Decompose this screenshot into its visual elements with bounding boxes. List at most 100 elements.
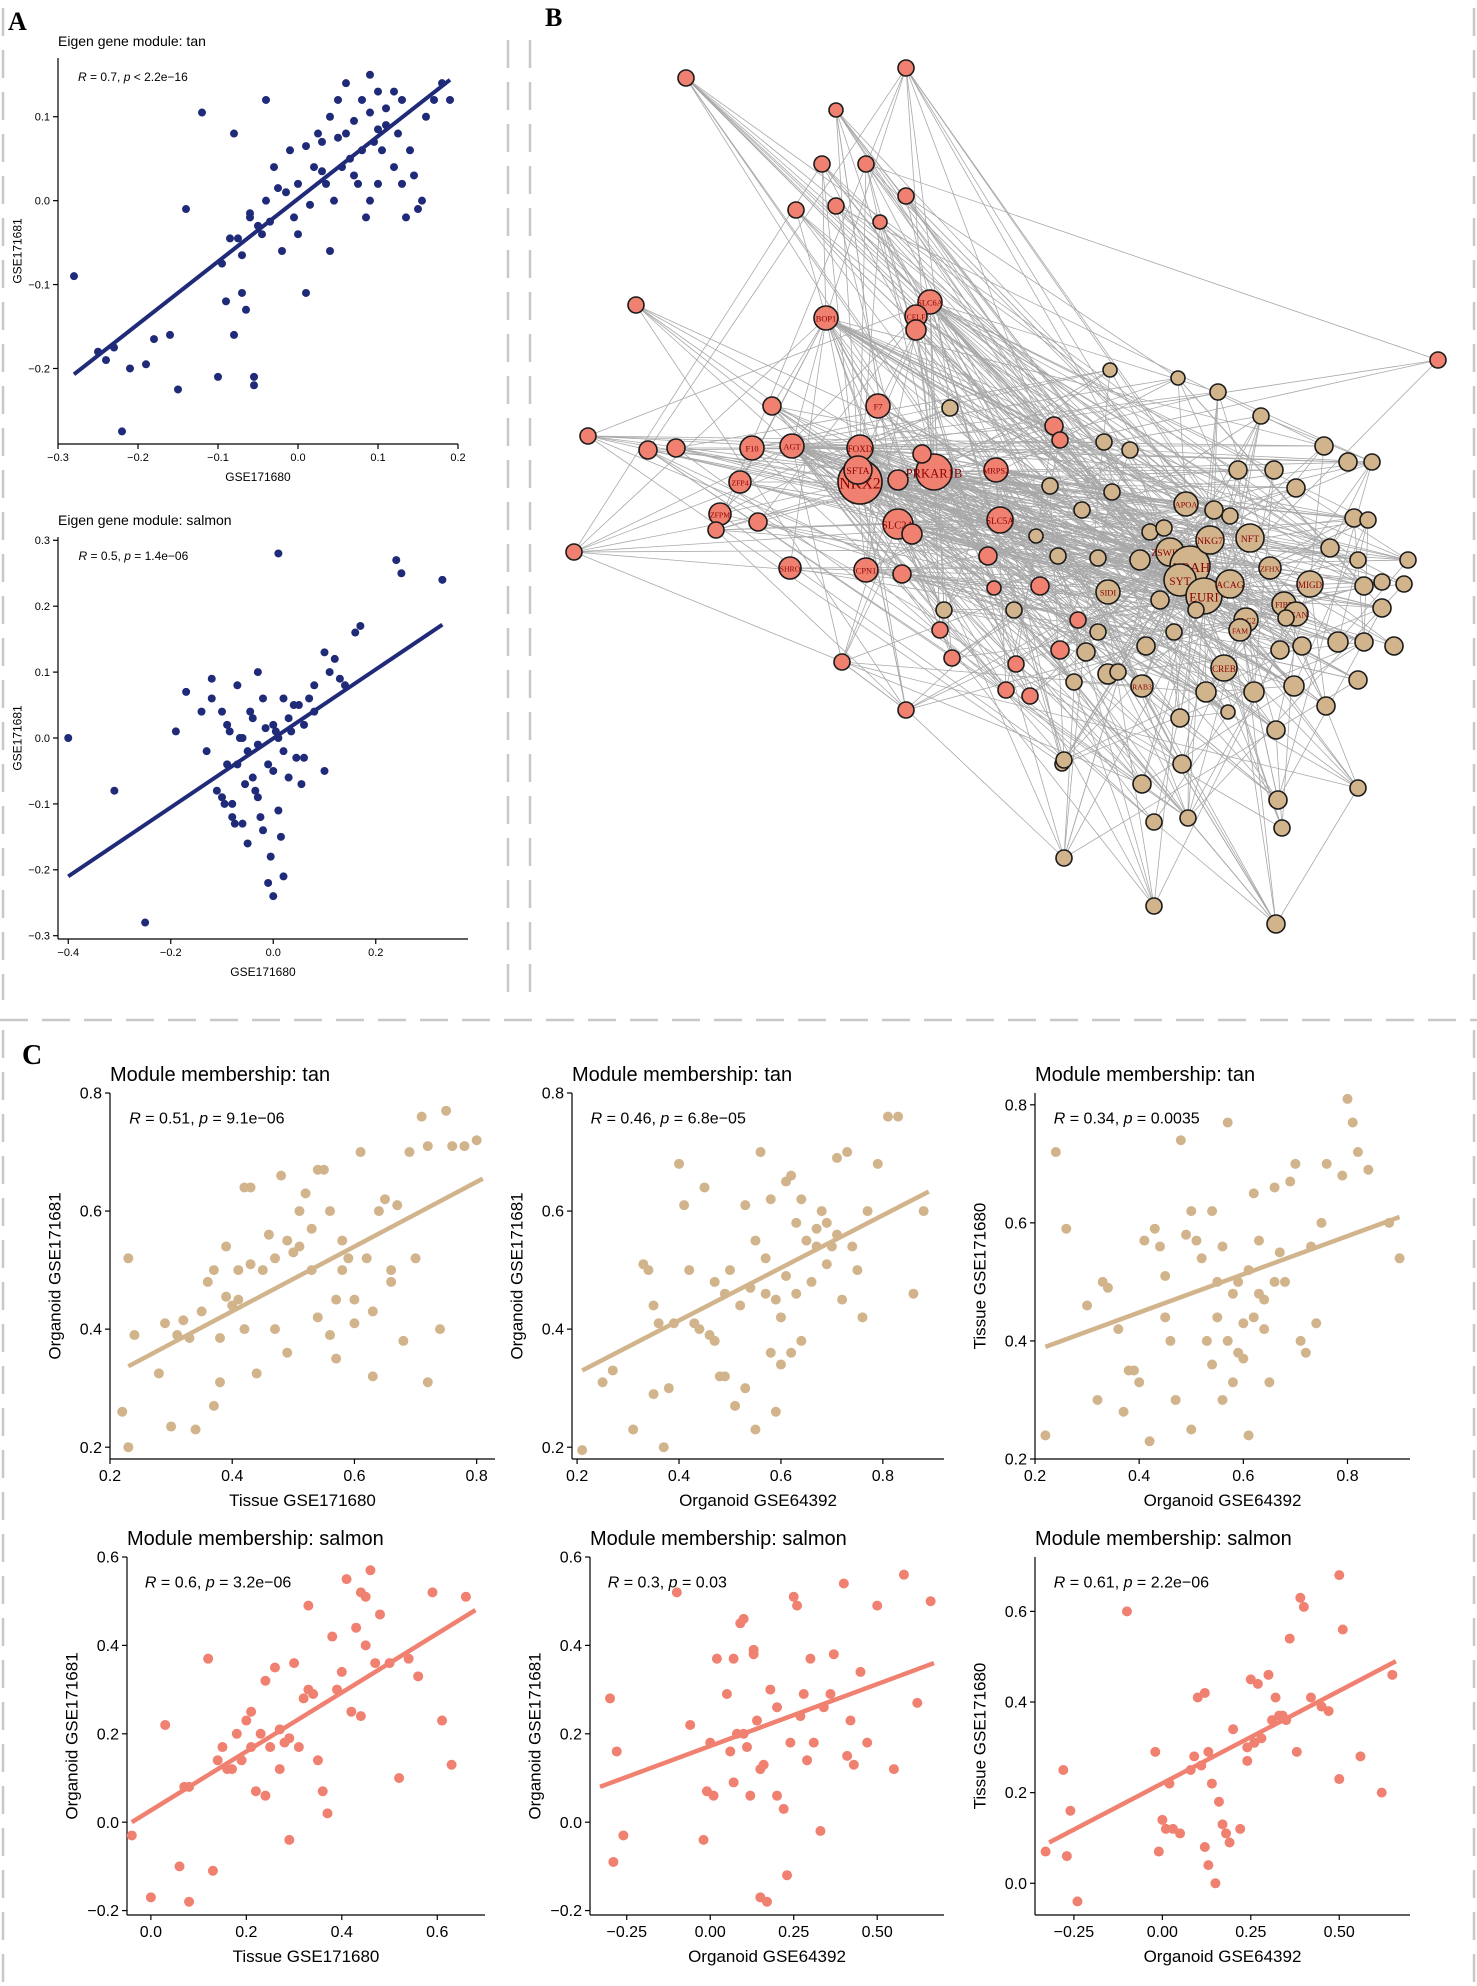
stat-r-value: = 0.34, bbox=[1065, 1110, 1123, 1127]
data-point bbox=[1102, 1282, 1113, 1293]
network-edge bbox=[1213, 509, 1279, 801]
network-node bbox=[1209, 383, 1227, 401]
data-point bbox=[218, 707, 226, 716]
data-point bbox=[342, 129, 350, 138]
network-node bbox=[1270, 640, 1290, 660]
network-node bbox=[997, 681, 1015, 699]
data-point bbox=[1284, 1633, 1295, 1644]
data-point bbox=[360, 1640, 371, 1651]
network-edge bbox=[1181, 763, 1277, 925]
data-point bbox=[270, 1253, 280, 1264]
stat-p-symbol: p bbox=[205, 1574, 215, 1591]
network-edge bbox=[865, 163, 1277, 731]
data-point bbox=[872, 1158, 883, 1169]
network-node-label: PRKAR1B bbox=[906, 466, 963, 480]
data-point bbox=[110, 786, 119, 795]
network-edge bbox=[1063, 671, 1119, 761]
network-node bbox=[1363, 453, 1381, 471]
data-point bbox=[1040, 1846, 1051, 1857]
data-point bbox=[373, 1206, 384, 1217]
data-point bbox=[361, 1253, 372, 1264]
data-point bbox=[284, 714, 293, 723]
data-point bbox=[262, 196, 270, 205]
data-point bbox=[250, 1786, 261, 1797]
network-edge bbox=[859, 481, 1255, 693]
chart-c2: Module membership: tan 0.2 0.4 0.6 0.8 0.2 0.4… bbox=[507, 1064, 944, 1510]
data-point bbox=[740, 1383, 751, 1394]
network-edge bbox=[825, 317, 1061, 441]
data-point bbox=[297, 780, 306, 789]
network-node bbox=[1277, 609, 1295, 627]
data-point bbox=[246, 707, 255, 716]
network-edge bbox=[835, 109, 861, 483]
data-point bbox=[460, 1591, 471, 1602]
data-point bbox=[266, 852, 275, 861]
network-edge bbox=[859, 481, 1359, 561]
network-node bbox=[813, 305, 839, 331]
chart-c1: Module membership: tan 0.2 0.4 0.6 0.8 0.2 0.4… bbox=[45, 1064, 495, 1510]
network-node-label: SLC2A bbox=[882, 521, 915, 532]
data-point bbox=[1213, 1796, 1224, 1807]
data-point bbox=[253, 668, 262, 677]
network-node bbox=[983, 457, 1009, 483]
data-point bbox=[207, 694, 216, 703]
data-point bbox=[325, 1206, 335, 1217]
data-point bbox=[360, 1591, 371, 1602]
network-edge bbox=[1239, 629, 1359, 789]
data-point bbox=[238, 819, 247, 828]
network-edge bbox=[1117, 641, 1365, 673]
data-point bbox=[862, 1206, 873, 1217]
data-point bbox=[118, 427, 126, 436]
stat-r-symbol: R bbox=[608, 1574, 620, 1591]
network-edge bbox=[929, 301, 1297, 615]
network-edge bbox=[879, 221, 1109, 675]
network-node bbox=[1172, 754, 1192, 774]
stat-p-symbol: p bbox=[659, 1110, 669, 1127]
data-point bbox=[350, 171, 358, 180]
data-point bbox=[196, 1306, 207, 1317]
data-point bbox=[1342, 1093, 1353, 1104]
y-tick-label: 0.4 bbox=[1005, 1334, 1027, 1351]
data-point bbox=[356, 621, 365, 630]
data-point bbox=[1363, 1164, 1374, 1175]
data-point bbox=[1139, 1235, 1150, 1246]
data-point bbox=[1196, 1253, 1207, 1264]
network-edge bbox=[859, 359, 1439, 449]
network-edge bbox=[951, 527, 1165, 659]
regression-line bbox=[67, 622, 444, 879]
data-point bbox=[837, 1294, 848, 1305]
network-node-label: SLC6A bbox=[917, 299, 943, 308]
network-edge bbox=[675, 447, 1191, 567]
data-point bbox=[142, 360, 150, 369]
data-point bbox=[1212, 1312, 1223, 1323]
data-point bbox=[310, 681, 319, 690]
data-point bbox=[182, 687, 191, 696]
data-point bbox=[402, 213, 410, 222]
data-point bbox=[306, 200, 314, 209]
network-node bbox=[941, 399, 959, 417]
data-point bbox=[684, 1265, 695, 1276]
network-edge bbox=[929, 301, 1239, 471]
data-point bbox=[1269, 1182, 1280, 1193]
chart-a2: Eigen gene module: salmon −0.4 −0.2 0.0 0.2 −… bbox=[10, 512, 468, 979]
data-point bbox=[374, 125, 382, 134]
data-point bbox=[212, 1755, 223, 1766]
network-node bbox=[827, 197, 845, 215]
network-edge bbox=[1077, 619, 1143, 687]
data-point bbox=[279, 872, 288, 881]
network-node bbox=[897, 701, 915, 719]
data-point bbox=[228, 813, 237, 822]
data-point bbox=[1249, 1737, 1260, 1748]
network-node bbox=[872, 214, 888, 230]
x-tick-label: −0.3 bbox=[47, 452, 69, 464]
network-node bbox=[739, 435, 765, 461]
network-node bbox=[1170, 370, 1186, 386]
network-node bbox=[1348, 670, 1368, 690]
network-node bbox=[857, 155, 875, 173]
y-tick-label: 0.2 bbox=[560, 1726, 582, 1743]
network-node bbox=[1073, 501, 1091, 519]
data-point bbox=[251, 1368, 262, 1379]
y-tick-label: 0.0 bbox=[97, 1815, 119, 1832]
regression-line bbox=[72, 78, 452, 376]
data-point bbox=[230, 129, 238, 138]
